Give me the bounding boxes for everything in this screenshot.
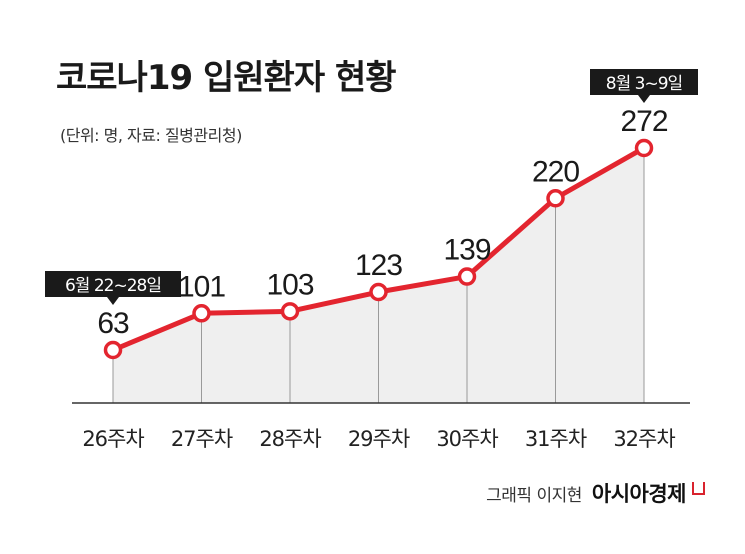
value-labels: 63 101 103 123 139 220 272 [97,105,669,340]
callout-box [590,69,698,95]
value-label-31주차: 220 [532,155,579,188]
data-point-31주차 [546,189,565,208]
value-label-27주차: 101 [178,270,225,303]
callout-text: 8월 3~9일 [606,74,682,94]
data-point-29주차 [369,282,388,302]
callout-32주차: 8월 3~9일 [590,69,698,103]
brand-mark-icon [692,481,705,495]
data-point-28주차 [280,302,300,321]
value-label-28주차: 103 [266,268,313,301]
x-tick-label-32주차: 32주차 [613,427,675,451]
data-points [103,138,654,360]
chart-title: 코로나19 입원환자 현황 [56,58,397,98]
x-tick-label-27주차: 27주차 [171,427,233,451]
value-label-32주차: 272 [620,105,667,138]
footer: 그래픽 이지현 아시아경제 [486,478,705,508]
x-tick-labels: 26주차 27주차 28주차 29주차 30주차 31주차 32주차 [82,427,676,451]
data-point-27주차 [192,304,211,323]
data-point-26주차 [103,340,123,360]
value-label-26주차: 63 [97,307,129,340]
callouts: 6월 22~28일 8월 3~9일 [45,69,698,305]
x-tick-label-30주차: 30주차 [436,427,498,451]
value-label-29주차: 123 [355,249,402,282]
callout-pointer [107,297,119,305]
callout-text: 6월 22~28일 [65,276,161,296]
x-tick-label-29주차: 29주차 [348,427,410,451]
x-tick-label-28주차: 28주차 [259,427,321,451]
graphic-credit: 그래픽 이지현 [486,485,582,506]
chart-subtitle: (단위: 명, 자료: 질병관리청) [60,126,242,145]
brand-logo: 아시아경제 [591,482,687,506]
data-point-30주차 [457,267,477,286]
callout-26주차: 6월 22~28일 [45,271,181,305]
callout-box [45,271,181,297]
value-label-30주차: 139 [443,234,490,267]
x-tick-label-31주차: 31주차 [525,427,587,451]
callout-pointer [638,95,650,103]
area-fill [113,148,644,403]
x-tick-label-26주차: 26주차 [82,427,144,451]
data-point-32주차 [634,138,654,158]
